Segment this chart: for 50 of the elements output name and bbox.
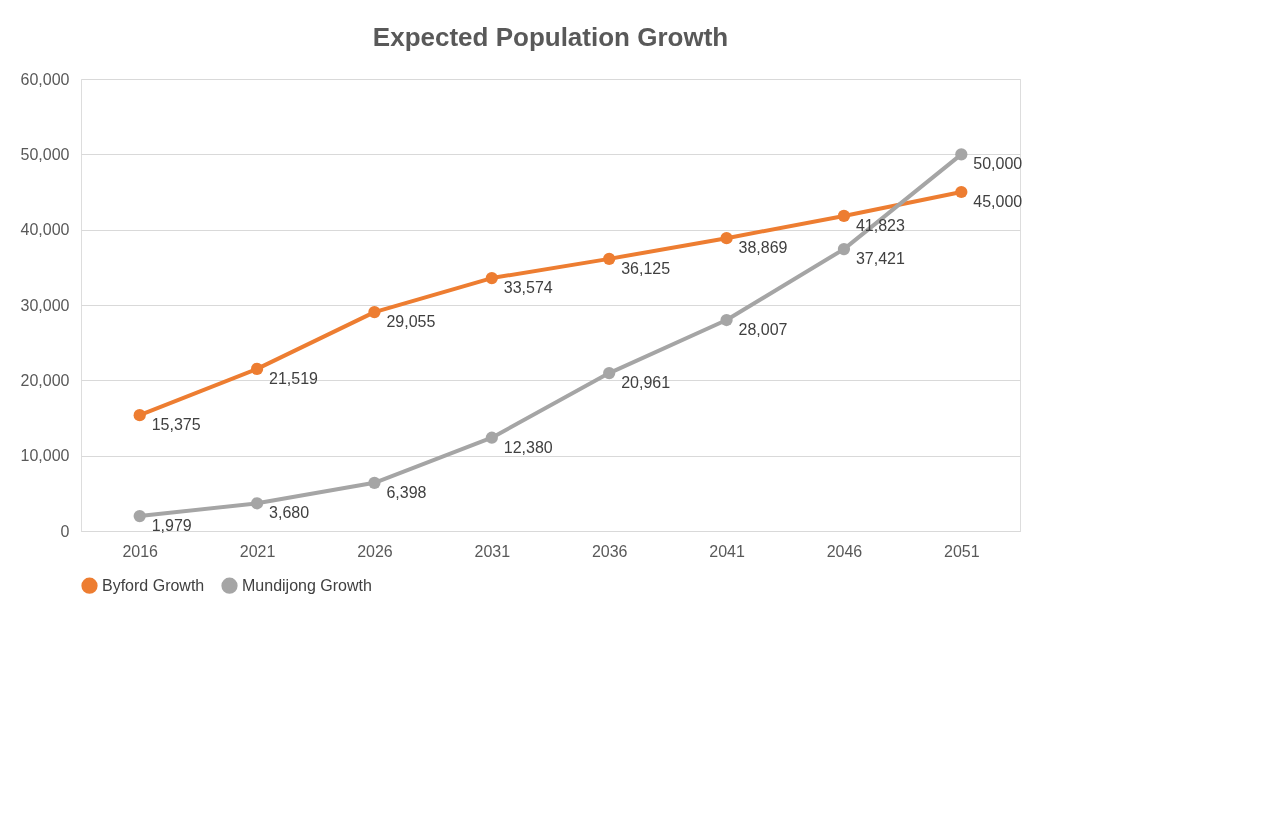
point (133, 409, 146, 422)
x-tick-label: 2026 (357, 542, 393, 560)
data-label: 41,823 (855, 216, 905, 234)
y-tick-label: 10,000 (20, 447, 70, 465)
y-tick-label: 50,000 (20, 145, 70, 163)
data-label: 36,125 (621, 259, 671, 277)
point (368, 476, 381, 489)
point (250, 362, 264, 375)
y-tick-label: 20,000 (20, 371, 70, 389)
x-tick-label: 2051 (944, 542, 980, 560)
x-tick-label: 2036 (591, 542, 628, 560)
point (720, 232, 733, 245)
x-tick-label: 2016 (122, 542, 159, 560)
x-tick-label: 2041 (709, 542, 745, 560)
data-label: 33,574 (503, 279, 553, 297)
point (955, 185, 968, 199)
point (368, 306, 381, 319)
point (837, 209, 851, 223)
data-label: 21,519 (269, 369, 319, 387)
point (250, 497, 264, 510)
data-label: 29,055 (386, 313, 436, 331)
y-tick-label: 40,000 (20, 221, 70, 239)
point (955, 148, 968, 161)
data-label: 50,000 (973, 155, 1023, 173)
data-label: 12,380 (503, 438, 553, 456)
x-tick-label: 2021 (239, 542, 276, 560)
data-label: 3,680 (269, 504, 310, 522)
data-label: 28,007 (738, 321, 788, 339)
data-label: 45,000 (973, 193, 1023, 210)
point (485, 431, 498, 444)
point (603, 252, 616, 265)
data-label: 1,979 (151, 517, 192, 535)
data-label: 20,961 (621, 374, 671, 392)
y-tick-label: 0 (60, 522, 70, 540)
y-tick-label: 60,000 (20, 70, 70, 88)
chart-title: Expected Population Growth (372, 22, 729, 52)
legend-label: Mundijong Growth (242, 576, 372, 594)
y-tick-label: 30,000 (20, 296, 70, 314)
point (720, 313, 733, 327)
legend-label: Byford Growth (102, 576, 205, 594)
x-tick-label: 2046 (826, 542, 863, 560)
point (603, 366, 616, 380)
point (485, 271, 498, 285)
data-label: 15,375 (151, 416, 201, 434)
point (837, 242, 851, 256)
data-label: 38,869 (738, 239, 788, 257)
x-tick-label: 2031 (474, 542, 511, 560)
data-label: 37,421 (855, 250, 905, 268)
data-label: 6,398 (386, 483, 427, 501)
point (133, 509, 146, 523)
